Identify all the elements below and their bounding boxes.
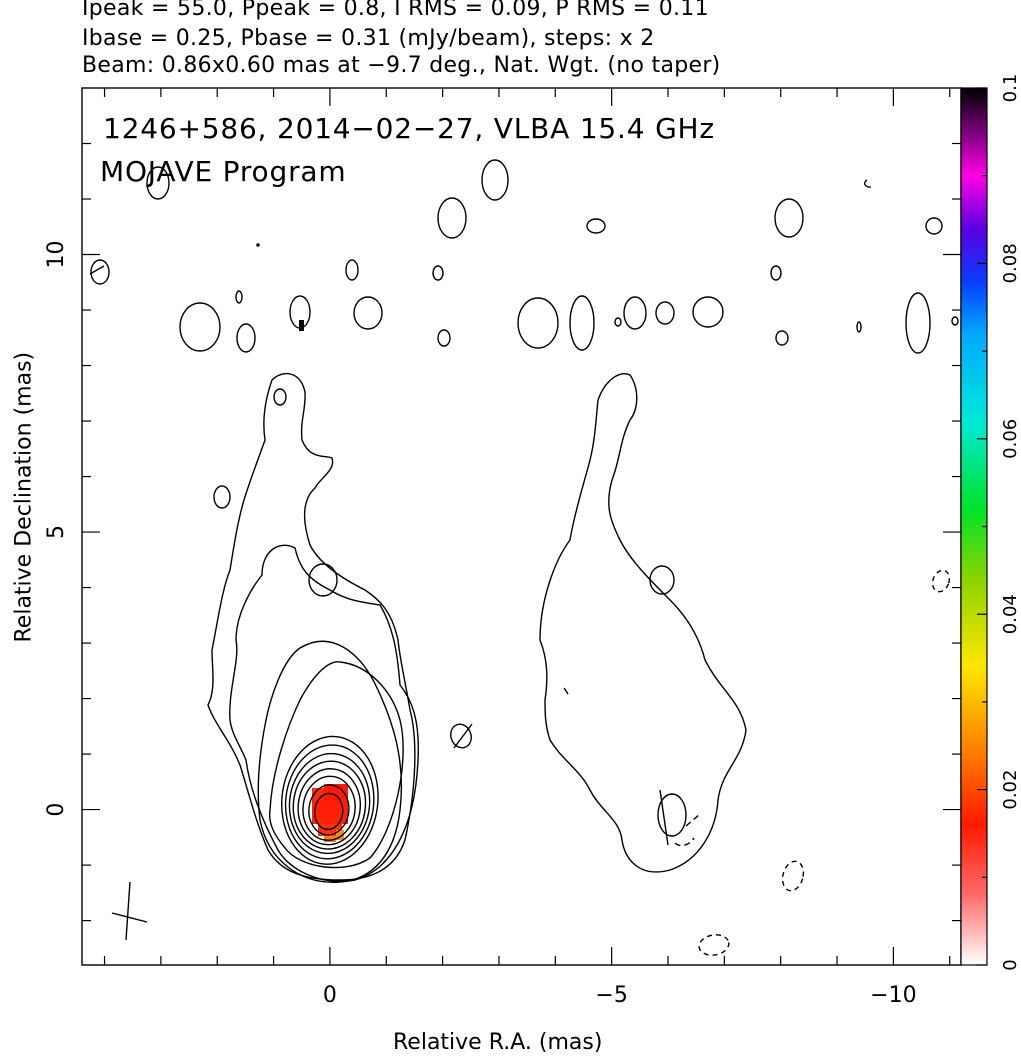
- core-contour: [313, 792, 344, 831]
- y-tick-label: 5: [44, 525, 69, 539]
- x-axis-ticks: [103, 88, 951, 965]
- polarization-peak-mark: [299, 320, 304, 331]
- contour-island: [698, 934, 730, 956]
- colorbar-labels: 0 0.02 0.04 0.06 0.08 0.1: [1000, 74, 1021, 971]
- contour-island: [781, 860, 805, 892]
- contour-island: [657, 793, 687, 837]
- y-tick-label: 10: [44, 241, 69, 269]
- contour-island: [517, 297, 559, 349]
- colorbar-tick-label: 0.06: [1000, 419, 1021, 459]
- polarization-pixel: [312, 800, 348, 812]
- contour-island: [774, 198, 804, 238]
- contour-island: [655, 301, 675, 325]
- header-line-1: Ipeak = 55.0, Ppeak = 0.8, I RMS = 0.09,…: [82, 0, 709, 21]
- stokes-i-contour-3: [268, 661, 404, 869]
- contour-island: [623, 296, 647, 330]
- contour-island: [90, 259, 110, 285]
- contour-island: [273, 388, 287, 406]
- core-contour: [308, 784, 350, 836]
- core-contour: [288, 752, 371, 855]
- negative-contour: [685, 813, 701, 827]
- contour-island: [353, 296, 383, 330]
- contour-island: [951, 316, 959, 326]
- y-axis-labels: 0 5 10: [44, 241, 69, 817]
- y-axis-ticks: [82, 142, 961, 922]
- x-tick-label: −10: [870, 983, 916, 1008]
- contour-fragment: [864, 179, 872, 188]
- stokes-i-contour-2: [229, 544, 420, 882]
- pol-vector: [453, 723, 473, 749]
- contour-island: [450, 723, 472, 749]
- contour-island: [649, 565, 675, 595]
- contour-island: [925, 217, 943, 235]
- contour-island: [770, 265, 782, 281]
- negative-contour: [674, 837, 695, 847]
- y-tick-label: 0: [44, 803, 69, 817]
- pol-vector: [659, 789, 669, 846]
- colorbar-tick-label: 0.08: [1000, 243, 1021, 283]
- polarization-color-map: [312, 784, 348, 842]
- x-tick-label: 0: [323, 983, 337, 1008]
- x-axis-title: Relative R.A. (mas): [393, 1030, 603, 1055]
- contour-island: [931, 569, 951, 593]
- core-contour: [292, 760, 367, 850]
- contour-island: [146, 166, 170, 200]
- core-contour: [302, 775, 356, 841]
- contour-island: [345, 259, 359, 281]
- x-tick-label: −5: [595, 983, 627, 1008]
- contour-island: [235, 290, 243, 304]
- contour-island: [432, 265, 444, 281]
- contour-island: [856, 321, 862, 333]
- core-contour: [297, 768, 362, 846]
- contour-island: [775, 330, 789, 346]
- program-annotation: MOJAVE Program: [100, 155, 347, 188]
- contour-island: [481, 159, 509, 201]
- source-annotation: 1246+586, 2014−02−27, VLBA 15.4 GHz: [103, 112, 715, 145]
- stokes-i-contours: [89, 159, 959, 956]
- core-contour: [280, 735, 379, 865]
- contour-island: [692, 296, 724, 328]
- header-line-3: Beam: 0.86x0.60 mas at −9.7 deg., Nat. W…: [82, 53, 721, 78]
- beam-minor-axis: [111, 912, 148, 923]
- pol-vector: [89, 265, 105, 275]
- x-axis-labels: 0 −5 −10: [323, 983, 917, 1008]
- contour-island: [437, 329, 451, 347]
- contour-island: [236, 323, 256, 353]
- contour-island: [179, 302, 221, 352]
- colorbar-tick-label: 0.02: [1000, 770, 1021, 810]
- beam-major-axis: [125, 881, 131, 941]
- contour-island: [437, 197, 467, 239]
- colorbar-tick-label: 0: [1000, 959, 1021, 970]
- stokes-i-contour-1: [207, 372, 416, 881]
- core-contour: [284, 744, 375, 860]
- contour-island: [569, 295, 595, 351]
- colorbar-tick-label: 0.04: [1000, 594, 1021, 634]
- beam-marker: [111, 320, 304, 941]
- contour-island: [614, 317, 622, 327]
- contour-island: [256, 243, 260, 247]
- contour-island: [308, 563, 338, 597]
- colorbar-ticks: [977, 87, 987, 966]
- polarization-pixel: [324, 784, 336, 800]
- contour-island: [905, 292, 931, 354]
- polarization-pixel: [336, 830, 344, 840]
- colorbar-tick-label: 0.1: [1000, 74, 1021, 103]
- polarization-pixel: [324, 836, 336, 842]
- contour-island: [213, 485, 231, 509]
- header-line-2: Ibase = 0.25, Pbase = 0.31 (mJy/beam), s…: [82, 26, 655, 51]
- polarization-contour-outer: [539, 373, 747, 873]
- y-axis-title: Relative Declination (mas): [11, 351, 37, 643]
- contour-island: [586, 218, 606, 234]
- plot-frame: [81, 87, 962, 966]
- contour-fragment: [563, 687, 569, 695]
- polarization-pixel: [312, 812, 348, 824]
